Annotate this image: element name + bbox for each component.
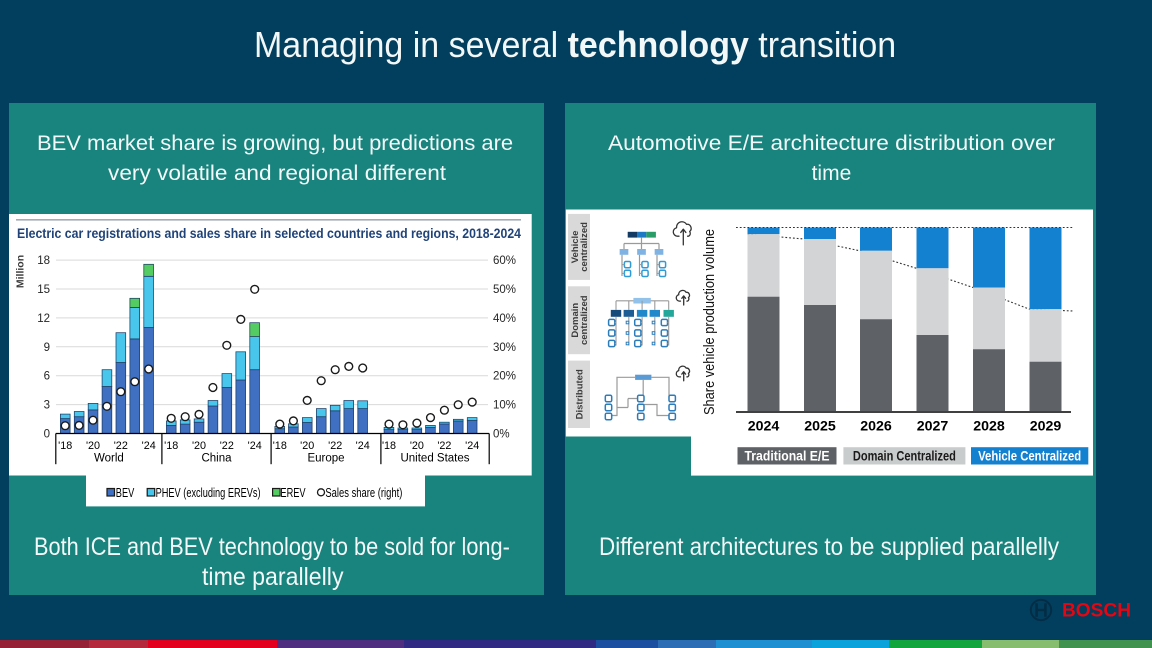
svg-text:20%: 20%	[493, 371, 516, 383]
svg-text:60%: 60%	[493, 255, 516, 267]
svg-text:2024: 2024	[748, 418, 780, 434]
svg-text:0%: 0%	[493, 429, 510, 441]
svg-text:2028: 2028	[973, 418, 1005, 434]
svg-text:United States: United States	[400, 453, 469, 465]
svg-text:PHEV (excluding EREVs): PHEV (excluding EREVs)	[156, 486, 261, 500]
svg-text:'22: '22	[114, 440, 128, 452]
svg-text:Distributed: Distributed	[575, 369, 586, 419]
svg-text:10%: 10%	[493, 400, 516, 412]
svg-text:2025: 2025	[804, 418, 836, 434]
svg-text:'20: '20	[410, 440, 424, 452]
svg-text:2029: 2029	[1030, 418, 1062, 434]
svg-text:Vehicle: Vehicle	[570, 231, 581, 264]
svg-text:Europe: Europe	[307, 453, 344, 465]
svg-text:50%: 50%	[493, 284, 516, 296]
svg-text:'24: '24	[142, 440, 156, 452]
svg-text:30%: 30%	[493, 342, 516, 354]
svg-text:'24: '24	[465, 440, 479, 452]
svg-text:'18: '18	[382, 440, 396, 452]
svg-text:BOSCH: BOSCH	[1062, 601, 1131, 622]
svg-text:'22: '22	[328, 440, 342, 452]
svg-text:'22: '22	[437, 440, 451, 452]
svg-text:'24: '24	[356, 440, 370, 452]
svg-text:'20: '20	[86, 440, 100, 452]
svg-text:'20: '20	[192, 440, 206, 452]
svg-text:EREV: EREV	[280, 486, 306, 500]
svg-text:2027: 2027	[917, 418, 949, 434]
svg-text:BEV: BEV	[116, 486, 135, 500]
svg-text:6: 6	[44, 371, 50, 383]
svg-text:'18: '18	[58, 440, 72, 452]
svg-text:15: 15	[37, 284, 50, 296]
svg-text:18: 18	[37, 255, 50, 267]
svg-text:Sales share (right): Sales share (right)	[325, 486, 402, 500]
svg-text:'20: '20	[300, 440, 314, 452]
svg-text:centralized: centralized	[579, 295, 590, 345]
svg-text:China: China	[201, 453, 232, 465]
svg-text:Vehicle Centralized: Vehicle Centralized	[978, 449, 1081, 464]
svg-text:9: 9	[44, 342, 50, 354]
svg-text:2026: 2026	[860, 418, 892, 434]
svg-text:0: 0	[44, 429, 50, 441]
svg-text:Domain: Domain	[570, 303, 581, 338]
svg-text:Share vehicle production volum: Share vehicle production volume	[701, 229, 718, 415]
svg-text:Domain Centralized: Domain Centralized	[853, 449, 956, 464]
svg-text:'18: '18	[273, 440, 287, 452]
svg-text:Million: Million	[15, 255, 27, 288]
svg-text:centralized: centralized	[579, 222, 590, 272]
svg-text:'18: '18	[164, 440, 178, 452]
svg-text:'24: '24	[248, 440, 262, 452]
svg-text:40%: 40%	[493, 313, 516, 325]
svg-text:12: 12	[37, 313, 50, 325]
svg-text:World: World	[94, 453, 124, 465]
svg-text:3: 3	[44, 400, 50, 412]
svg-text:Traditional E/E: Traditional E/E	[745, 449, 830, 464]
svg-text:Electric car registrations and: Electric car registrations and sales sha…	[17, 226, 521, 241]
svg-text:'22: '22	[220, 440, 234, 452]
